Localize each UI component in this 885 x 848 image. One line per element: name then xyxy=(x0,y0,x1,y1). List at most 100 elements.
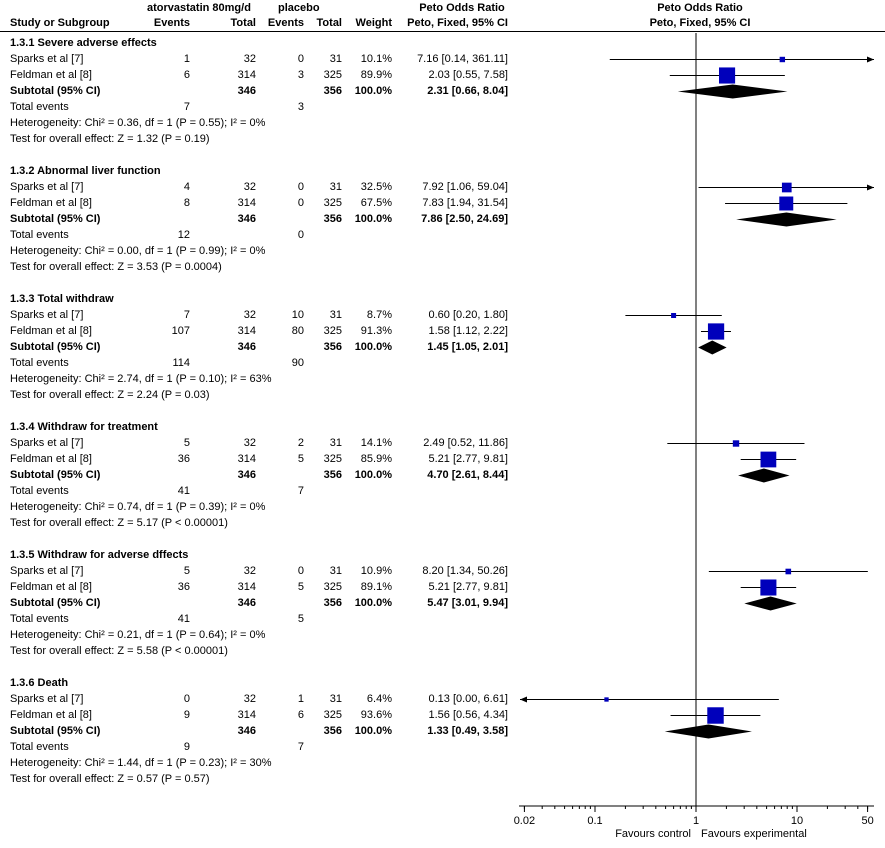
group1-header: atorvastatin 80mg/d xyxy=(147,2,251,14)
study-or-ci: 5.21 [2.77, 9.81] xyxy=(428,581,508,593)
study-marker xyxy=(760,451,777,468)
total-events-label: Total events xyxy=(10,613,69,625)
study-total2: 31 xyxy=(329,309,342,321)
study-total2: 325 xyxy=(323,325,342,337)
subtotal-label: Subtotal (95% CI) xyxy=(10,725,101,737)
overall-effect: Test for overall effect: Z = 1.32 (P = 0… xyxy=(10,133,210,145)
total-events1: 7 xyxy=(183,101,190,113)
subtotal-diamond xyxy=(664,724,752,739)
subtotal-diamond xyxy=(677,84,788,99)
study-or-ci: 0.60 [0.20, 1.80] xyxy=(428,309,508,321)
subtotal-weight: 100.0% xyxy=(354,469,392,481)
study-weight: 32.5% xyxy=(360,181,392,193)
study-total2: 325 xyxy=(323,69,342,81)
study-total1: 32 xyxy=(243,181,256,193)
study-events2: 5 xyxy=(297,581,304,593)
total-events-label: Total events xyxy=(10,357,69,369)
study-weight: 14.1% xyxy=(360,437,392,449)
total2-header: Total xyxy=(316,17,342,29)
study-marker xyxy=(707,707,724,724)
x-tick-label: 10 xyxy=(791,815,803,827)
study-name: Sparks et al [7] xyxy=(10,565,84,577)
study-total2: 31 xyxy=(329,565,342,577)
study-weight: 10.9% xyxy=(360,565,392,577)
heterogeneity: Heterogeneity: Chi² = 0.21, df = 1 (P = … xyxy=(10,629,266,641)
or-title-header: Peto Odds Ratio xyxy=(419,2,505,14)
subtotal-total2: 356 xyxy=(323,469,342,481)
subtotal-weight: 100.0% xyxy=(354,725,392,737)
study-total2: 31 xyxy=(329,437,342,449)
study-events2: 0 xyxy=(297,565,304,577)
subtotal-diamond xyxy=(736,212,837,227)
study-marker xyxy=(779,56,786,63)
subtotal-label: Subtotal (95% CI) xyxy=(10,341,101,353)
total-events-label: Total events xyxy=(10,229,69,241)
subtotal-total1: 346 xyxy=(237,725,256,737)
study-events1: 36 xyxy=(177,581,190,593)
group-title: 1.3.4 Withdraw for treatment xyxy=(10,421,158,433)
subtotal-total1: 346 xyxy=(237,213,256,225)
study-weight: 85.9% xyxy=(360,453,392,465)
study-marker xyxy=(760,579,777,596)
subtotal-or-ci: 2.31 [0.66, 8.04] xyxy=(427,85,508,97)
plot-sub-header: Peto, Fixed, 95% CI xyxy=(649,17,751,29)
study-name: Sparks et al [7] xyxy=(10,53,84,65)
group-title: 1.3.6 Death xyxy=(10,677,69,689)
total-events2: 3 xyxy=(297,101,304,113)
study-total1: 32 xyxy=(243,437,256,449)
x-tick-label: 50 xyxy=(861,815,873,827)
study-weight: 89.9% xyxy=(360,69,392,81)
study-total2: 325 xyxy=(323,197,342,209)
subtotal-diamond xyxy=(698,340,727,355)
study-events1: 4 xyxy=(183,181,190,193)
overall-effect: Test for overall effect: Z = 5.58 (P < 0… xyxy=(10,645,228,657)
heterogeneity: Heterogeneity: Chi² = 0.74, df = 1 (P = … xyxy=(10,501,266,513)
study-name: Sparks et al [7] xyxy=(10,181,84,193)
subtotal-diamond xyxy=(738,468,790,483)
study-name: Sparks et al [7] xyxy=(10,309,84,321)
study-marker xyxy=(671,312,677,319)
study-or-ci: 2.49 [0.52, 11.86] xyxy=(423,437,508,449)
study-marker xyxy=(707,323,725,340)
total-events2: 7 xyxy=(297,741,304,753)
overall-effect: Test for overall effect: Z = 2.24 (P = 0… xyxy=(10,389,210,401)
study-or-ci: 2.03 [0.55, 7.58] xyxy=(428,69,508,81)
study-total1: 32 xyxy=(243,309,256,321)
events1-header: Events xyxy=(153,17,190,29)
study-name: Sparks et al [7] xyxy=(10,693,84,705)
total-events-label: Total events xyxy=(10,101,69,113)
group-title: 1.3.1 Severe adverse effects xyxy=(10,37,157,49)
subtotal-diamond xyxy=(744,596,797,611)
study-total1: 32 xyxy=(243,693,256,705)
study-name: Feldman et al [8] xyxy=(10,709,92,721)
x-tick-label: 0.02 xyxy=(514,815,535,827)
heterogeneity: Heterogeneity: Chi² = 0.36, df = 1 (P = … xyxy=(10,117,266,129)
study-events2: 2 xyxy=(297,437,304,449)
subtotal-total2: 356 xyxy=(323,85,342,97)
study-events2: 6 xyxy=(297,709,304,721)
study-events1: 8 xyxy=(183,197,190,209)
study-total1: 314 xyxy=(237,197,256,209)
or-sub-header: Peto, Fixed, 95% CI xyxy=(407,17,508,29)
subtotal-weight: 100.0% xyxy=(354,213,392,225)
study-events1: 5 xyxy=(183,565,190,577)
subtotal-total1: 346 xyxy=(237,597,256,609)
weight-header: Weight xyxy=(355,17,392,29)
study-or-ci: 0.13 [0.00, 6.61] xyxy=(428,693,508,705)
total-events2: 7 xyxy=(297,485,304,497)
x-tick-label: 0.1 xyxy=(587,815,602,827)
study-or-ci: 7.92 [1.06, 59.04] xyxy=(422,181,508,193)
study-weight: 93.6% xyxy=(360,709,392,721)
total1-header: Total xyxy=(230,17,256,29)
plot-title-header: Peto Odds Ratio xyxy=(657,2,743,14)
study-events2: 0 xyxy=(297,197,304,209)
study-events2: 1 xyxy=(297,693,304,705)
study-marker xyxy=(779,196,794,211)
ci-arrow-left xyxy=(520,696,527,703)
total-events1: 9 xyxy=(183,741,190,753)
study-events2: 10 xyxy=(291,309,304,321)
study-weight: 6.4% xyxy=(366,693,392,705)
study-events2: 3 xyxy=(297,69,304,81)
subtotal-or-ci: 1.45 [1.05, 2.01] xyxy=(427,341,508,353)
